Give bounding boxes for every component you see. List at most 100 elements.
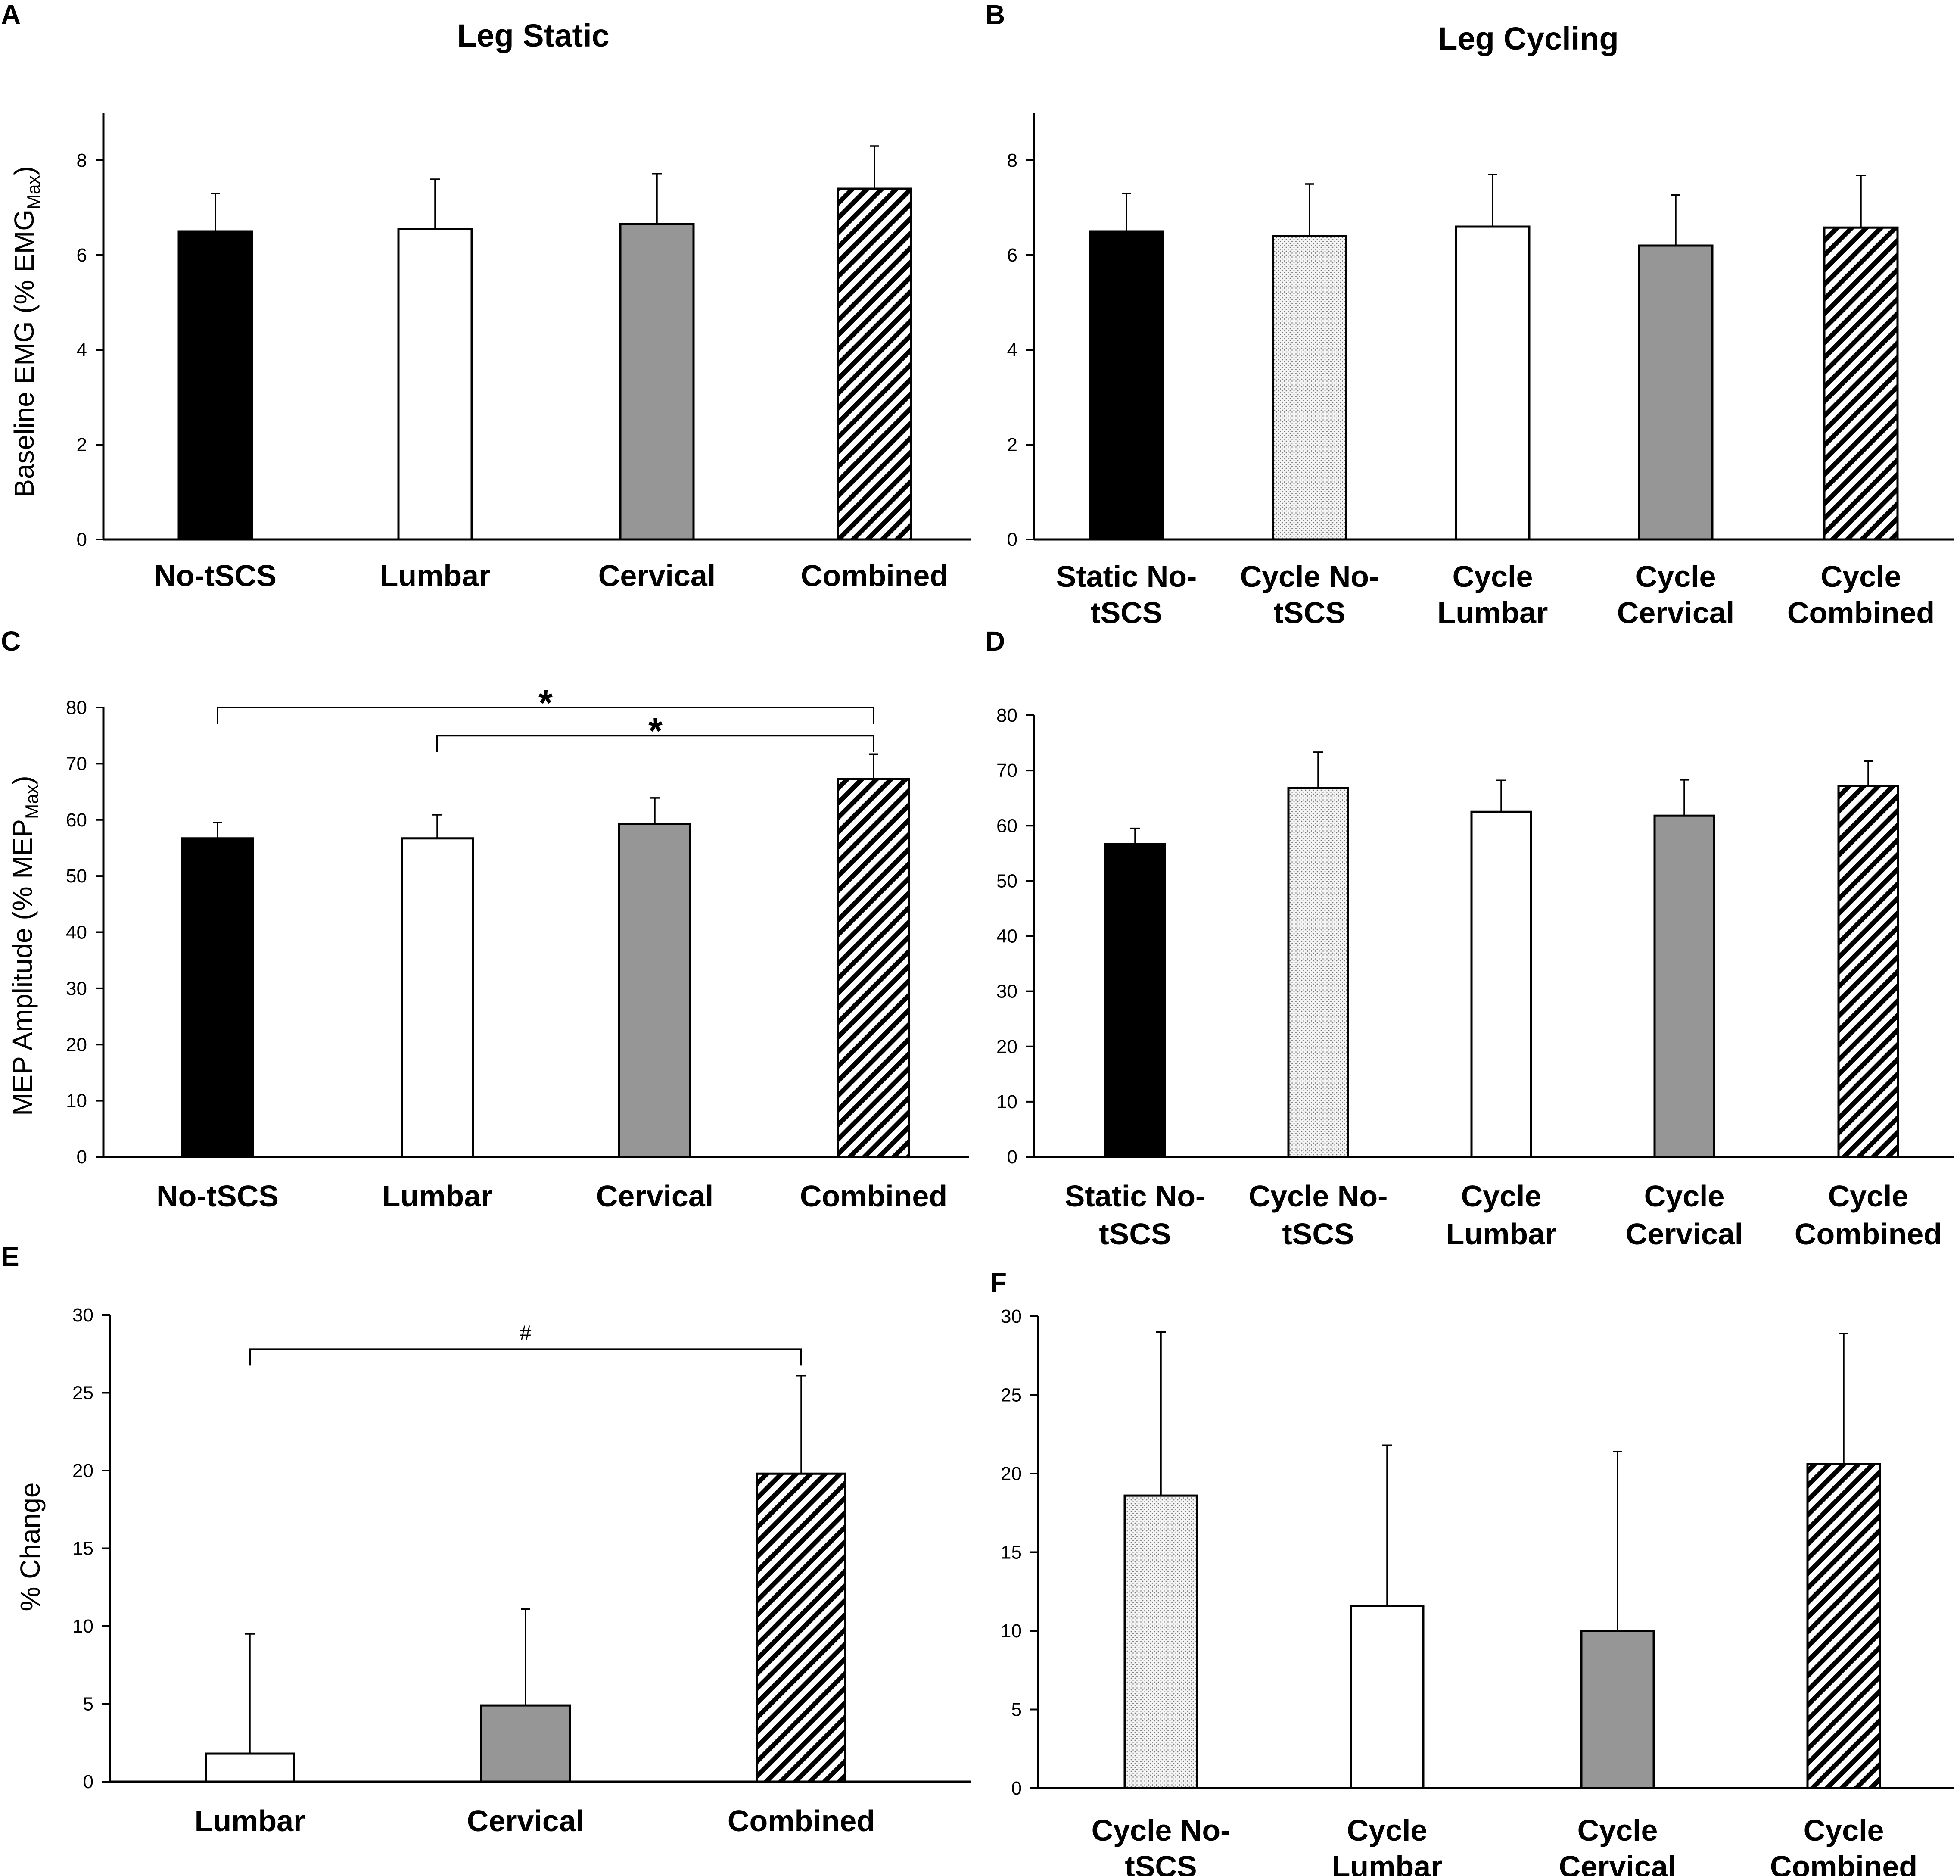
category-label: Cycle Combined	[1770, 1814, 1917, 1876]
y-tick-label: 0	[1007, 1147, 1017, 1168]
significance-marker: *	[648, 711, 663, 751]
y-axis-label-e: % Change	[15, 1483, 46, 1611]
y-tick-label: 20	[1001, 1463, 1022, 1484]
y-tick-label: 80	[996, 705, 1017, 726]
panel-label-c: C	[1, 626, 21, 657]
panel-title-b: Leg Cycling	[1438, 21, 1618, 56]
y-tick-label: 10	[72, 1616, 93, 1637]
category-label: Cycle Cervical	[1559, 1814, 1676, 1876]
y-tick-label: 40	[996, 926, 1017, 947]
bars-c	[181, 753, 910, 1158]
y-tick-label: 15	[1001, 1542, 1022, 1563]
y-tick-label: 15	[72, 1538, 93, 1559]
category-label: Static No-tSCS	[1056, 560, 1197, 629]
y-tick-label: 20	[996, 1036, 1017, 1057]
category-label: Cervical	[467, 1804, 584, 1838]
y-tick-label: 30	[1001, 1306, 1022, 1327]
bars-f	[1123, 1331, 1881, 1789]
y-tick-label: 50	[66, 866, 87, 887]
y-tick-label: 25	[1001, 1385, 1022, 1406]
y-axis-label-c: MEP Amplitude (% MEPMax)	[7, 776, 42, 1116]
category-label: Cycle Combined	[1787, 560, 1935, 629]
category-label: Cervical	[598, 559, 716, 592]
bar	[1580, 1630, 1655, 1789]
panel-a: A Leg Static Baseline EMG (% EMGMax) 0 2 4…	[1, 0, 971, 592]
significance-marker: *	[538, 682, 553, 723]
y-tick-label: 2	[1007, 434, 1017, 455]
y-tick-label: 8	[77, 150, 87, 171]
bar	[1823, 226, 1899, 541]
bars-e	[205, 1375, 846, 1783]
bars-d	[1104, 751, 1899, 1158]
category-label: Combined	[728, 1804, 875, 1838]
category-labels-b: Static No-tSCS Cycle No-tSCS Cycle Lumbar Cy…	[1056, 560, 1935, 629]
significance-c: **	[217, 682, 874, 752]
y-tick-label: 30	[996, 981, 1017, 1002]
y-tick-label: 0	[83, 1771, 93, 1792]
y-tick-label: 4	[1007, 340, 1017, 361]
panel-c: C MEP Amplitude (% MEPMax) 0 10 20 30 40 50 60…	[1, 626, 969, 1213]
bar	[1806, 1463, 1881, 1789]
bar	[181, 837, 254, 1158]
y-tick-label: 60	[66, 810, 87, 831]
y-tick-label: 30	[66, 978, 87, 999]
y-tick-label: 0	[1007, 529, 1017, 550]
y-tick-label: 0	[77, 1147, 87, 1168]
category-label: Cycle No-tSCS	[1240, 560, 1379, 629]
y-tick-label: 60	[996, 815, 1017, 836]
y-tick-label: 8	[1007, 150, 1017, 171]
significance-bracket	[436, 735, 874, 752]
y-tick-label: 20	[66, 1034, 87, 1055]
bar	[1837, 785, 1899, 1158]
y-tick-label: 70	[996, 760, 1017, 781]
bar	[1455, 225, 1531, 541]
y-tick-label: 40	[66, 922, 87, 943]
bar	[177, 230, 253, 541]
y-tick-label: 0	[77, 529, 87, 550]
bar	[1350, 1605, 1425, 1789]
category-label: Cycle Lumbar	[1446, 1179, 1557, 1251]
y-tick-label: 10	[66, 1091, 87, 1112]
bar	[205, 1752, 295, 1783]
y-tick-label: 30	[72, 1305, 93, 1326]
category-label: Cycle No-tSCS	[1249, 1179, 1388, 1251]
significance-bracket	[249, 1348, 802, 1366]
y-tick-label: 25	[72, 1383, 93, 1404]
panel-label-a: A	[1, 0, 21, 30]
panel-d: D 0 10 20 30 40 50 60 70 80 Static No-tSCS Cycle …	[985, 626, 1954, 1251]
y-tick-label: 5	[83, 1694, 93, 1715]
category-labels-f: Cycle No-tSCS Cycle Lumbar Cycle Cervical Cyc…	[1092, 1814, 1918, 1876]
y-tick-label: 6	[77, 245, 87, 266]
category-labels-e: Lumbar Cervical Combined	[195, 1804, 875, 1838]
y-tick-label: 80	[66, 697, 87, 718]
panel-b: B Leg Cycling 0 2 4 6 8 Static No-tSCS Cycle …	[985, 0, 1954, 629]
y-tick-label: 20	[72, 1460, 93, 1481]
category-labels-c: No-tSCS Lumbar Cervical Combined	[156, 1179, 947, 1213]
y-axis-label-a: Baseline EMG (% EMGMax)	[9, 166, 44, 497]
bar	[1104, 843, 1166, 1158]
panel-label-d: D	[985, 626, 1005, 657]
category-label: Cycle Combined	[1795, 1179, 1942, 1251]
axes-d: 0 10 20 30 40 50 60 70 80	[996, 705, 1954, 1168]
category-label: Combined	[801, 559, 948, 592]
significance-e: #	[249, 1321, 802, 1366]
significance-marker: #	[520, 1321, 532, 1344]
y-tick-label: 70	[66, 753, 87, 774]
y-tick-label: 10	[1001, 1620, 1022, 1642]
category-labels-d: Static No-tSCS Cycle No-tSCS Cycle Lumbar Cy…	[1065, 1179, 1942, 1251]
category-label: Cycle Cervical	[1617, 560, 1734, 629]
bars-b	[1089, 174, 1899, 541]
significance-bracket	[217, 707, 874, 724]
y-tick-label: 5	[1011, 1699, 1022, 1720]
panel-title-a: Leg Static	[457, 18, 610, 53]
category-label: Lumbar	[382, 1179, 493, 1213]
bar	[756, 1472, 846, 1783]
category-label: Lumbar	[195, 1804, 305, 1838]
bar	[401, 837, 474, 1158]
y-tick-label: 10	[996, 1091, 1017, 1113]
category-label: Combined	[800, 1179, 947, 1213]
bar	[1653, 814, 1715, 1158]
category-label: Cycle Lumbar	[1332, 1814, 1443, 1876]
category-label: Static No-tSCS	[1065, 1179, 1206, 1251]
